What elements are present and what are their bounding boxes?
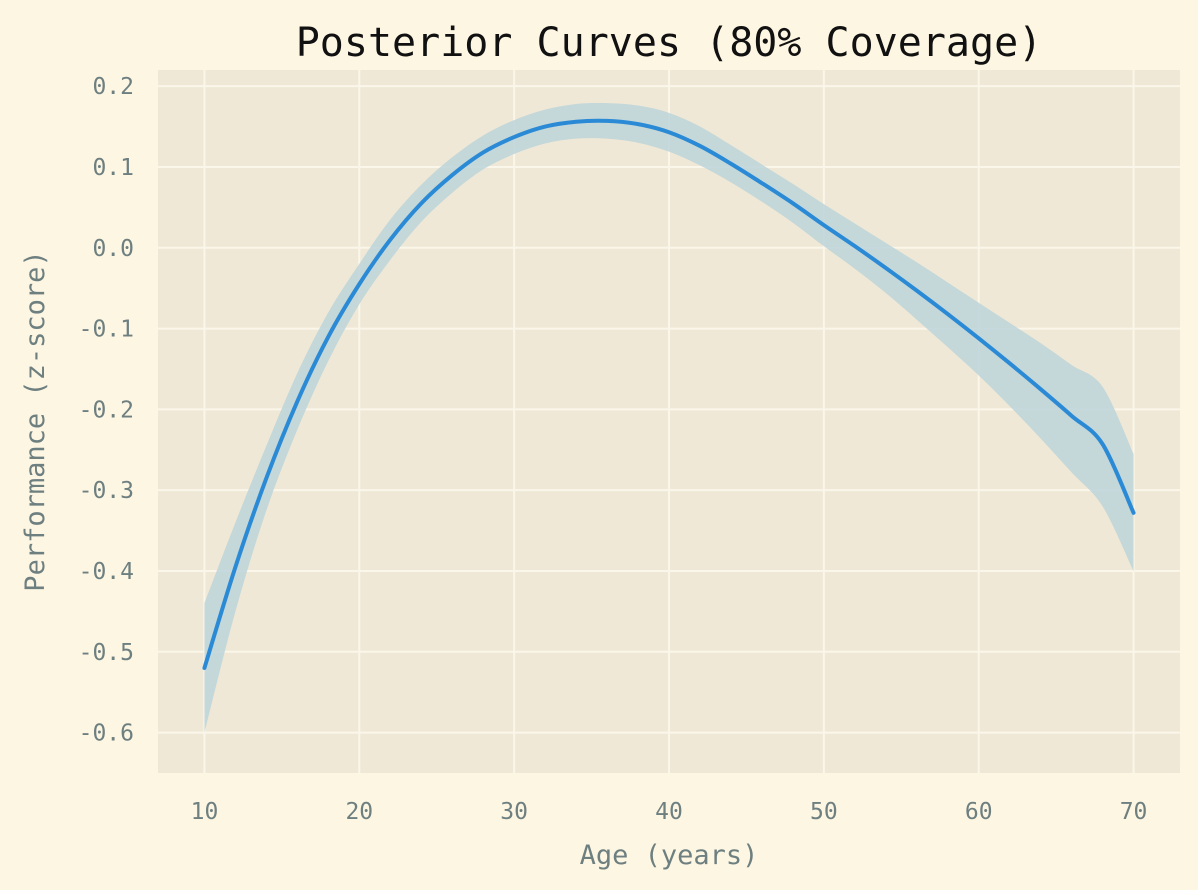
coverage-band	[204, 102, 1134, 733]
y-tick-label: 0.2	[92, 74, 134, 100]
y-tick-label: -0.5	[79, 640, 134, 666]
chart-title: Posterior Curves (80% Coverage)	[296, 20, 1043, 66]
x-tick-label: 60	[965, 799, 993, 825]
y-tick-labels: 0.2 0.1 0.0 -0.1 -0.2 -0.3 -0.4 -0.5 -0.6	[79, 74, 134, 746]
y-tick-label: -0.3	[79, 478, 134, 504]
y-axis-label: Performance (z-score)	[20, 250, 51, 591]
y-tick-label: -0.1	[79, 317, 134, 343]
x-tick-label: 10	[191, 799, 219, 825]
y-tick-label: 0.1	[92, 155, 134, 181]
x-tick-label: 40	[655, 799, 683, 825]
x-tick-label: 50	[810, 799, 838, 825]
posterior-mean-line	[202, 118, 1136, 670]
x-axis-label: Age (years)	[580, 840, 759, 871]
x-tick-label: 70	[1120, 799, 1148, 825]
y-tick-label: -0.2	[79, 397, 134, 423]
y-tick-label: 0.0	[92, 236, 134, 262]
y-tick-label: -0.4	[79, 559, 134, 585]
x-tick-labels: 10 20 30 40 50 60 70	[191, 799, 1148, 825]
x-tick-label: 20	[345, 799, 373, 825]
x-tick-label: 30	[500, 799, 528, 825]
y-tick-label: -0.6	[79, 721, 134, 747]
